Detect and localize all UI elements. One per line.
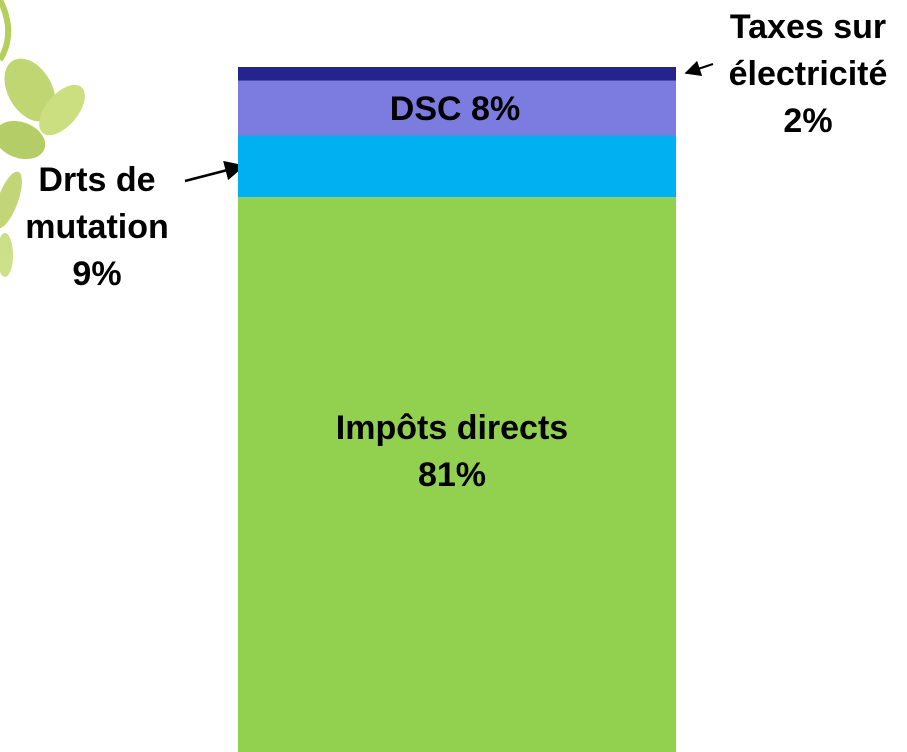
bar-segment xyxy=(238,80,676,136)
value-label: 9% xyxy=(72,255,122,293)
segment-name: Impôts directs xyxy=(335,409,569,447)
bar-segment xyxy=(238,67,676,81)
annotation-arrow xyxy=(684,60,714,77)
bar-segment xyxy=(238,197,676,752)
value-label: 8% xyxy=(471,90,521,128)
value-label: 2% xyxy=(783,102,833,140)
segment-name: DSC xyxy=(389,90,462,128)
bar-segment xyxy=(238,135,676,198)
annotation-arrow xyxy=(184,160,245,183)
segment-label: Taxes sur électricité 2% xyxy=(708,4,907,145)
value-label: 81% xyxy=(417,456,487,494)
segment-label: Drts de mutation 9% xyxy=(2,157,192,298)
segment-label: DSC 8% xyxy=(305,86,605,133)
leaf-decoration xyxy=(0,0,85,277)
segment-label: Impôts directs 81% xyxy=(302,405,602,499)
segment-name: Taxes sur électricité xyxy=(728,8,888,93)
segment-name: Drts de mutation xyxy=(25,161,169,246)
